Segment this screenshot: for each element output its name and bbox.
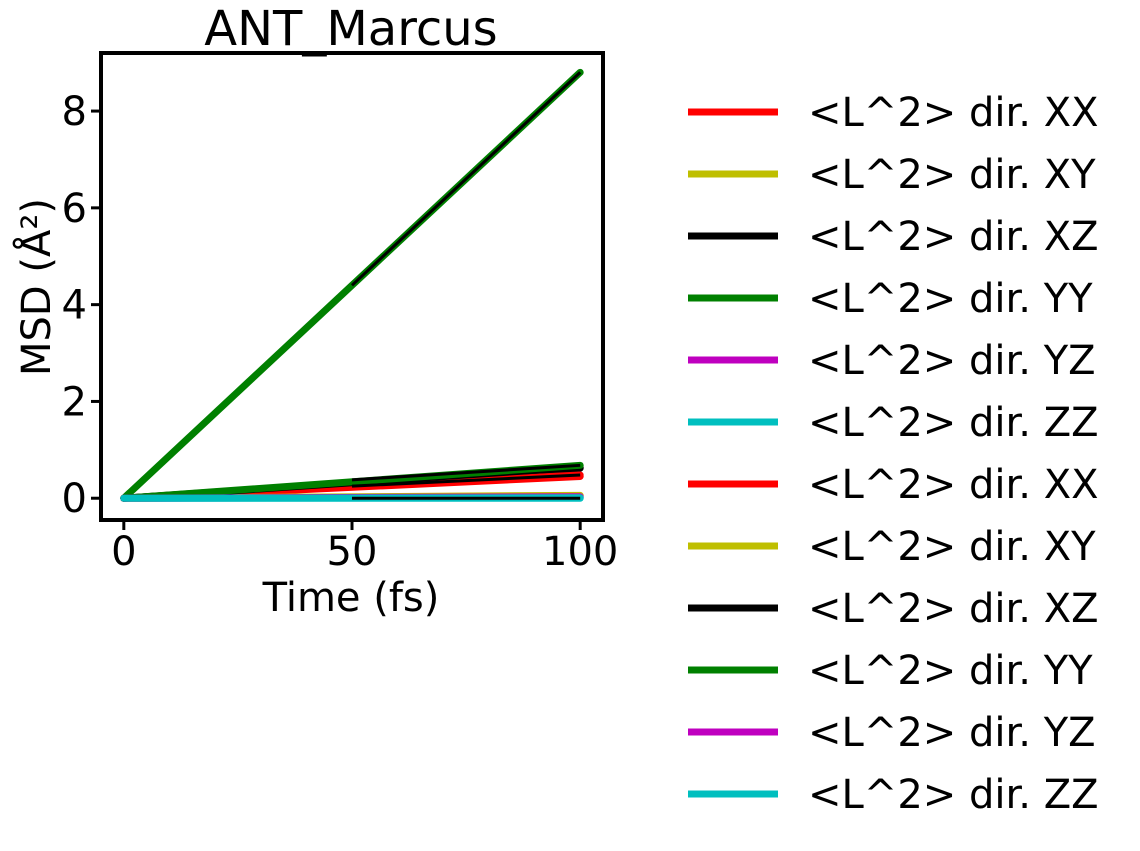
overlay-segment-3 xyxy=(350,71,582,287)
y-tick-label-4: 8 xyxy=(62,89,87,135)
x-axis-label: Time (fs) xyxy=(262,575,440,621)
x-tick-label-0: 0 xyxy=(111,529,136,575)
overlay-layer xyxy=(350,71,582,500)
x-ticks: 0 50 100 xyxy=(111,520,618,575)
legend-label-2: <L^2> dir. XZ xyxy=(808,214,1099,260)
y-tick-label-0: 0 xyxy=(62,476,87,522)
legend-label-5: <L^2> dir. ZZ xyxy=(808,400,1099,446)
y-ticks: 0 2 4 6 8 xyxy=(62,89,101,522)
legend-label-1: <L^2> dir. XY xyxy=(808,152,1096,198)
legend-label-3: <L^2> dir. YY xyxy=(808,276,1093,322)
x-tick-label-2: 100 xyxy=(542,529,618,575)
legend-label-0: <L^2> dir. XX xyxy=(808,90,1099,136)
legend-label-7: <L^2> dir. XY xyxy=(808,524,1096,570)
legend-label-10: <L^2> dir. YZ xyxy=(808,710,1096,756)
legend-label-11: <L^2> dir. ZZ xyxy=(808,772,1099,818)
overlay-segment-0 xyxy=(351,463,581,482)
y-tick-label-3: 6 xyxy=(62,186,87,232)
chart-title: ANT_Marcus xyxy=(204,1,497,57)
y-axis-label: MSD (Å²) xyxy=(12,198,60,376)
legend: <L^2> dir. XX <L^2> dir. XY <L^2> dir. XZ <… xyxy=(688,90,1099,818)
overlay-segment-1 xyxy=(351,473,581,488)
legend-label-4: <L^2> dir. YZ xyxy=(808,338,1096,384)
legend-label-6: <L^2> dir. XX xyxy=(808,462,1099,508)
y-tick-label-1: 2 xyxy=(62,379,87,425)
legend-label-9: <L^2> dir. YY xyxy=(808,648,1093,694)
x-tick-label-1: 50 xyxy=(327,529,378,575)
y-tick-label-2: 4 xyxy=(62,283,87,329)
plot-area xyxy=(120,68,584,502)
legend-label-8: <L^2> dir. XZ xyxy=(808,586,1099,632)
